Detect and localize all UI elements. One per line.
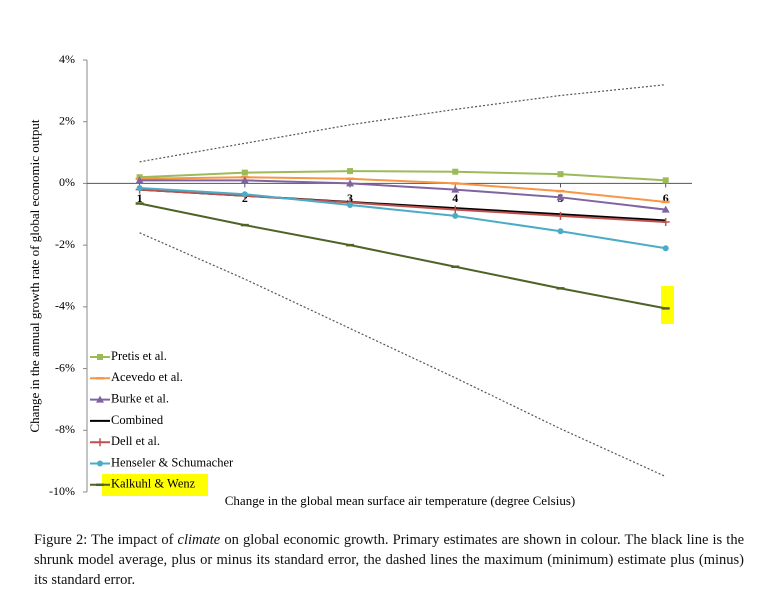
y-tick-label: -6% [55, 360, 75, 374]
marker [347, 168, 354, 175]
legend-label: Kalkuhl & Wenz [111, 477, 196, 491]
y-tick-label: -8% [55, 422, 75, 436]
y-tick-label: -4% [55, 299, 75, 313]
legend-label: Combined [111, 413, 164, 427]
caption: Figure 2: The impact of climate on globa… [34, 530, 744, 590]
marker [346, 179, 355, 187]
series-line [139, 170, 666, 182]
marker [452, 168, 459, 175]
y-tick-label: 0% [59, 175, 75, 189]
legend-label: Acevedo et al. [111, 370, 183, 384]
marker [241, 191, 248, 198]
legend-marker [96, 438, 104, 447]
x-tick-label: 6 [663, 191, 669, 205]
marker [557, 171, 564, 178]
legend-label: Dell et al. [111, 434, 160, 448]
marker [451, 185, 460, 193]
marker [662, 177, 669, 184]
marker [557, 228, 564, 235]
marker [135, 176, 144, 184]
marker [240, 176, 249, 184]
y-tick-label: -10% [49, 484, 75, 498]
x-axis-label: Change in the global mean surface air te… [225, 493, 576, 508]
series-line [139, 188, 666, 223]
legend-label: Henseler & Schumacher [111, 455, 234, 469]
y-tick-label: 2% [59, 113, 75, 127]
x-tick-label: 3 [347, 191, 353, 205]
legend-label: Burke et al. [111, 391, 169, 405]
x-tick-label: 4 [452, 191, 458, 205]
marker [662, 245, 669, 252]
marker [661, 205, 670, 213]
marker [347, 202, 354, 209]
marker [556, 193, 565, 201]
legend-marker [97, 354, 103, 360]
x-tick-label: 1 [137, 191, 143, 205]
marker [241, 169, 248, 176]
bound-line [139, 232, 666, 478]
marker [661, 218, 670, 226]
legend-label: Pretis et al. [111, 349, 167, 363]
series-line [139, 187, 666, 250]
highlight [102, 474, 208, 496]
marker [136, 185, 143, 192]
series-line [139, 202, 666, 310]
highlight [661, 286, 674, 324]
marker [452, 212, 459, 219]
series-line [139, 176, 666, 203]
chart: Change in the annual growth rate of glob… [27, 52, 692, 508]
caption-text: climate [177, 532, 221, 548]
marker [451, 205, 460, 214]
y-tick-label: -2% [55, 237, 75, 251]
y-axis-label: Change in the annual growth rate of glob… [27, 119, 42, 432]
caption-text: on global economic growth. Primary estim… [34, 532, 745, 588]
legend-marker [96, 395, 104, 403]
marker [556, 211, 565, 220]
legend-marker [97, 460, 103, 467]
bound-line [139, 84, 666, 163]
series-line [139, 179, 666, 211]
caption-text: Figure 2: The impact of [34, 532, 174, 548]
y-tick-label: 4% [59, 52, 75, 66]
